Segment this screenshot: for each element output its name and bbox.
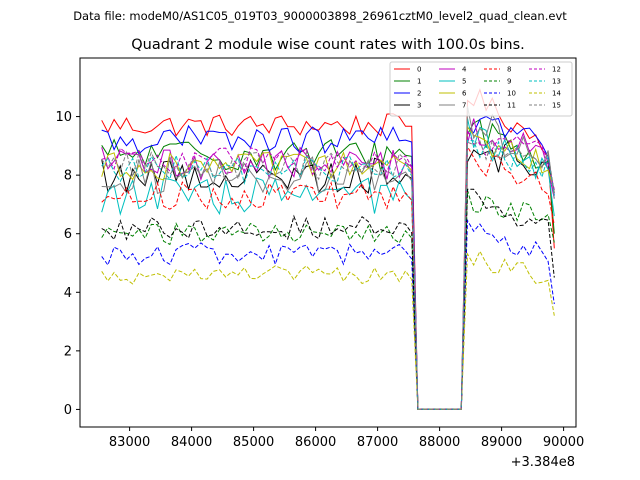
series-line-10 — [101, 218, 555, 410]
series-line-14 — [101, 250, 555, 410]
legend-label-7: 7 — [462, 102, 466, 110]
series-line-2 — [101, 115, 555, 410]
legend-label-15: 15 — [552, 102, 561, 110]
series-line-15 — [101, 139, 555, 410]
plot-border — [79, 57, 577, 428]
x-tick-label: 86000 — [295, 435, 336, 450]
legend-label-4: 4 — [462, 66, 467, 74]
y-axis: 0 2 4 6 8 10 — [55, 110, 80, 418]
series-lines — [101, 88, 555, 410]
x-offset-label: +3.384e8 — [511, 455, 575, 470]
legend-label-9: 9 — [507, 78, 511, 86]
x-tick-label: 89000 — [481, 435, 522, 450]
legend-label-11: 11 — [507, 102, 516, 110]
x-tick-label: 84000 — [171, 435, 212, 450]
legend-label-3: 3 — [417, 102, 421, 110]
chart-suptitle: Data file: modeM0/AS1C05_019T03_90000038… — [73, 9, 567, 23]
y-tick-label: 0 — [64, 403, 72, 418]
x-tick-label: 90000 — [543, 435, 584, 450]
legend-box — [389, 61, 573, 117]
x-axis: 83000 84000 85000 86000 87000 88000 89000 90000 — [109, 427, 584, 450]
legend-label-1: 1 — [417, 78, 421, 86]
chart-title: Quadrant 2 module wise count rates with … — [131, 37, 525, 53]
x-tick-label: 88000 — [419, 435, 460, 450]
legend-label-5: 5 — [462, 78, 466, 86]
y-tick-label: 2 — [64, 344, 72, 359]
legend-label-13: 13 — [552, 78, 561, 86]
series-line-1 — [101, 118, 555, 410]
x-tick-label: 83000 — [109, 435, 150, 450]
legend-label-14: 14 — [552, 90, 561, 98]
y-tick-label: 4 — [64, 286, 72, 301]
legend-label-2: 2 — [417, 90, 421, 98]
x-tick-label: 85000 — [233, 435, 274, 450]
series-line-8 — [101, 144, 555, 410]
x-tick-label: 87000 — [357, 435, 398, 450]
legend-label-6: 6 — [462, 90, 467, 98]
legend-label-8: 8 — [507, 66, 511, 74]
series-line-7 — [101, 106, 555, 410]
series-line-9 — [101, 190, 555, 410]
series-line-13 — [101, 139, 555, 410]
legend-label-12: 12 — [552, 66, 561, 74]
legend-label-10: 10 — [507, 90, 516, 98]
y-tick-label: 8 — [64, 169, 72, 184]
series-line-12 — [101, 130, 555, 410]
plot-area: 83000 84000 85000 86000 87000 88000 89000 90000… — [55, 57, 584, 450]
series-line-11 — [101, 188, 555, 410]
y-tick-label: 6 — [64, 227, 72, 242]
y-tick-label: 10 — [55, 110, 72, 125]
legend-label-0: 0 — [417, 66, 421, 74]
